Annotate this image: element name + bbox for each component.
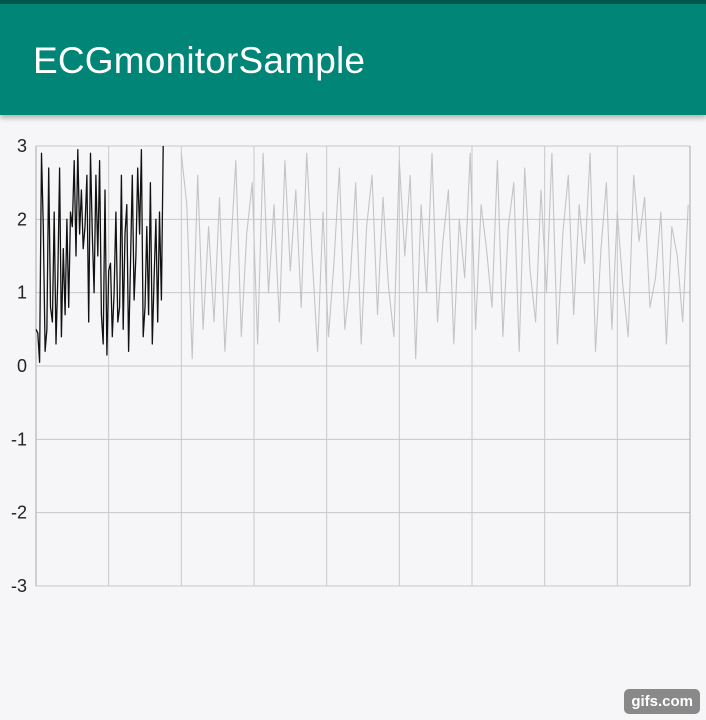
y-tick-label: 0	[17, 356, 27, 376]
y-tick-label: -3	[11, 576, 27, 596]
ecg-trace-previous	[180, 152, 689, 360]
app-bar: ECGmonitorSample	[0, 4, 706, 115]
app-title: ECGmonitorSample	[33, 40, 366, 81]
y-tick-label: -1	[11, 429, 27, 449]
y-tick-label: 1	[17, 283, 27, 303]
y-tick-label: 3	[17, 136, 27, 156]
ecg-trace-current	[35, 145, 164, 363]
y-tick-label: -2	[11, 503, 27, 523]
y-tick-label: 2	[17, 209, 27, 229]
watermark: gifs.com	[624, 689, 700, 714]
status-strip	[0, 0, 706, 4]
